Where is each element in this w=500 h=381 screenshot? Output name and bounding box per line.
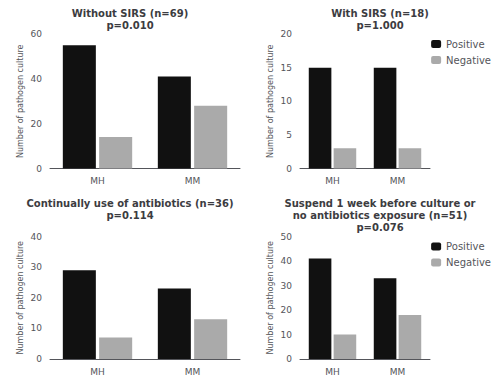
svg-text:0: 0: [286, 354, 292, 364]
svg-text:MH: MH: [90, 367, 105, 377]
svg-text:no antibiotics exposure (n=51): no antibiotics exposure (n=51): [293, 210, 468, 221]
svg-text:Number of pathogen culture: Number of pathogen culture: [266, 44, 275, 158]
svg-text:MM: MM: [185, 176, 201, 186]
svg-text:MM: MM: [390, 367, 406, 377]
svg-text:50: 50: [281, 232, 293, 242]
svg-text:40: 40: [281, 256, 293, 266]
svg-text:Negative: Negative: [446, 55, 491, 66]
svg-text:Number of pathogen culture: Number of pathogen culture: [16, 44, 25, 158]
svg-text:With SIRS (n=18): With SIRS (n=18): [331, 8, 429, 19]
svg-text:Without SIRS (n=69): Without SIRS (n=69): [72, 8, 188, 19]
svg-text:p=0.076: p=0.076: [356, 222, 403, 233]
svg-text:5: 5: [286, 130, 292, 140]
svg-text:40: 40: [31, 74, 43, 84]
svg-text:p=0.114: p=0.114: [106, 210, 153, 221]
svg-text:Number of pathogen culture: Number of pathogen culture: [16, 241, 25, 355]
svg-text:30: 30: [31, 262, 43, 272]
svg-text:MH: MH: [325, 176, 340, 186]
svg-text:p=1.000: p=1.000: [356, 20, 403, 31]
svg-text:0: 0: [36, 354, 42, 364]
svg-text:10: 10: [281, 330, 293, 340]
svg-text:0: 0: [36, 164, 42, 174]
svg-text:MM: MM: [185, 367, 201, 377]
svg-text:40: 40: [31, 232, 43, 242]
svg-text:10: 10: [281, 96, 293, 106]
svg-text:Number of pathogen culture: Number of pathogen culture: [266, 241, 275, 355]
svg-text:60: 60: [31, 29, 43, 39]
svg-text:20: 20: [31, 293, 43, 303]
svg-text:30: 30: [281, 281, 293, 291]
svg-text:20: 20: [281, 305, 293, 315]
svg-text:Positive: Positive: [446, 39, 485, 50]
svg-text:20: 20: [281, 29, 293, 39]
svg-text:15: 15: [281, 63, 292, 73]
svg-text:10: 10: [31, 323, 43, 333]
svg-text:p=0.010: p=0.010: [106, 20, 153, 31]
svg-text:Suspend 1 week before culture: Suspend 1 week before culture or: [284, 198, 475, 209]
svg-text:20: 20: [31, 119, 43, 129]
svg-text:0: 0: [286, 164, 292, 174]
svg-text:MH: MH: [325, 367, 340, 377]
svg-text:MH: MH: [90, 176, 105, 186]
svg-text:Negative: Negative: [446, 257, 491, 268]
svg-text:Positive: Positive: [446, 241, 485, 252]
svg-text:MM: MM: [390, 176, 406, 186]
svg-text:Continually use of antibiotics: Continually use of antibiotics (n=36): [26, 198, 233, 209]
